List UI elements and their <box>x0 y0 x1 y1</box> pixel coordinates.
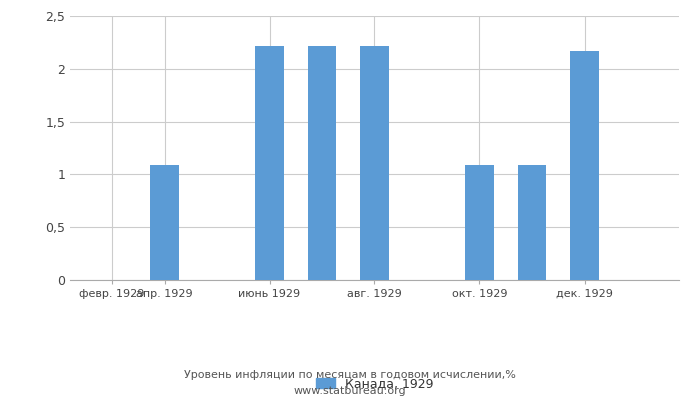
Legend: Канада, 1929: Канада, 1929 <box>311 372 438 395</box>
Bar <box>307 46 337 280</box>
Bar <box>150 165 179 280</box>
Bar <box>517 165 547 280</box>
Bar <box>255 46 284 280</box>
Bar <box>570 51 599 280</box>
Bar <box>360 46 389 280</box>
Text: Уровень инфляции по месяцам в годовом исчислении,%: Уровень инфляции по месяцам в годовом ис… <box>184 370 516 380</box>
Bar <box>465 165 494 280</box>
Text: www.statbureau.org: www.statbureau.org <box>294 386 406 396</box>
